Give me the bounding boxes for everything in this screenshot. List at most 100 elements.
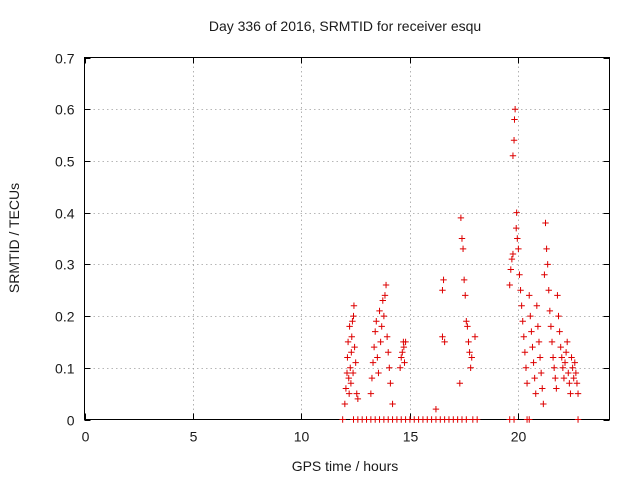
data-point [462,292,469,299]
data-point [354,395,362,403]
data-point [534,323,542,330]
data-point [521,349,529,356]
data-point [547,323,555,330]
x-tick-label: 0 [82,429,90,445]
data-point [568,354,575,361]
data-point [463,318,470,325]
data-point [464,323,471,330]
data-point [348,333,355,340]
data-point [467,364,474,371]
data-point [515,245,522,253]
data-point [537,369,545,377]
data-point [380,312,388,320]
data-point [376,307,383,315]
data-point [514,235,521,242]
x-tick-label: 5 [190,429,198,445]
data-point [383,333,391,340]
data-point [508,255,516,263]
data-point [520,333,528,340]
data-point [526,416,533,423]
data-point [539,385,546,392]
data-point [542,219,549,227]
data-point [468,354,475,361]
y-tick-label: 0 [67,413,75,429]
data-point [567,390,574,397]
data-point [526,292,533,299]
data-point [510,137,518,144]
data-point [382,281,390,289]
data-point [349,369,357,377]
data-point [532,390,539,397]
data-point [552,374,559,382]
data-point [527,312,534,320]
data-point [540,400,547,408]
data-point [367,390,375,397]
data-point [402,338,409,346]
data-point [565,369,572,377]
data-point [559,364,567,371]
data-point [473,416,481,423]
data-point [459,245,467,253]
data-point [507,266,514,273]
data-point [546,307,554,315]
data-point [456,380,464,387]
data-point [471,333,479,340]
data-point [513,209,520,216]
data-point [517,287,524,294]
data-point [536,354,544,361]
data-point [569,364,576,371]
data-point [516,271,523,278]
data-point [570,374,577,382]
data-point [368,374,376,382]
data-point [541,271,548,278]
data-point [346,323,353,330]
data-point [510,416,518,423]
y-tick-label: 0.7 [55,51,75,67]
data-point [377,338,384,346]
data-point [372,328,379,335]
data-points [339,106,582,423]
data-point [440,276,447,284]
x-tick-label: 10 [294,429,310,445]
data-point [350,302,358,309]
data-point [375,369,382,377]
data-point [572,369,580,377]
data-point [373,318,380,325]
data-point [544,261,551,268]
data-point [352,359,359,366]
data-point [389,400,396,408]
data-point [511,116,518,123]
data-point [571,359,578,366]
data-point [398,354,405,361]
data-point [379,297,386,304]
data-point [555,312,562,320]
y-tick-label: 0.4 [55,206,75,222]
data-point [543,245,550,253]
x-tick-label: 15 [403,429,419,445]
data-point [560,374,568,382]
axis-ticks: 0 5 10 15 20 0 0.1 0.2 0.3 0.4 0.5 0.6 0.7 [55,51,610,445]
plot-frame [84,57,610,420]
data-point [387,380,394,387]
data-point [557,343,564,351]
data-point [350,312,357,320]
data-point [353,390,360,397]
data-point [511,106,519,113]
data-point [457,214,465,222]
data-point [519,318,526,325]
data-point [344,354,351,361]
data-point [574,416,582,423]
data-point [531,374,538,382]
data-point [439,287,446,294]
data-point [374,354,381,361]
data-point [342,385,350,392]
data-point [574,390,582,397]
data-point [432,405,440,413]
y-tick-label: 0.1 [55,361,75,377]
data-point [396,364,404,371]
data-point [378,323,385,330]
data-point [523,380,531,387]
data-point [506,281,513,289]
data-point [400,343,408,351]
